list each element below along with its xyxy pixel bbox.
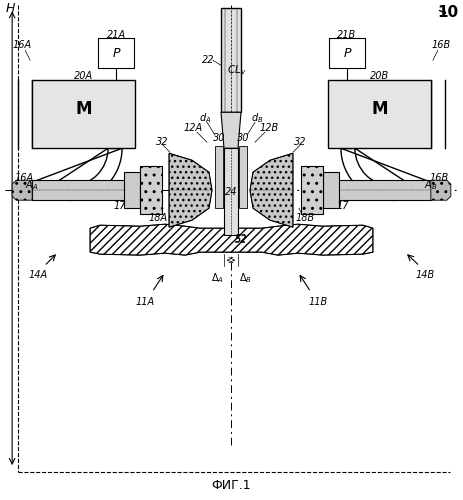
Bar: [32, 180, 140, 200]
Bar: [328, 80, 431, 148]
Text: 16B: 16B: [429, 173, 449, 183]
Text: 11A: 11A: [136, 297, 155, 307]
Bar: [301, 166, 323, 214]
Text: M: M: [371, 100, 388, 118]
Bar: [32, 80, 135, 148]
Text: 12A: 12A: [183, 124, 203, 134]
Text: $d_B$: $d_B$: [251, 112, 263, 125]
Bar: [221, 8, 241, 113]
Bar: [140, 166, 162, 214]
Polygon shape: [250, 153, 293, 227]
Bar: [224, 148, 238, 235]
Polygon shape: [12, 180, 32, 200]
Text: P: P: [113, 47, 120, 60]
Polygon shape: [169, 153, 212, 227]
Polygon shape: [90, 224, 373, 255]
Text: $A_B$: $A_B$: [424, 178, 438, 192]
Text: 30: 30: [237, 133, 249, 143]
Text: 11B: 11B: [308, 297, 327, 307]
Text: $A_A$: $A_A$: [25, 178, 39, 192]
Text: H: H: [6, 2, 15, 15]
Text: 32: 32: [156, 137, 168, 147]
Bar: [329, 38, 365, 68]
Polygon shape: [221, 112, 241, 148]
Text: $CL_v$: $CL_v$: [227, 64, 247, 77]
Text: 18B: 18B: [295, 213, 314, 223]
Bar: [215, 146, 223, 208]
Text: $\Delta_B$: $\Delta_B$: [239, 272, 252, 285]
Text: 12B: 12B: [259, 124, 279, 134]
Text: 16A: 16A: [14, 173, 34, 183]
Text: 16B: 16B: [431, 40, 450, 50]
Text: 16A: 16A: [13, 40, 31, 50]
Text: 32: 32: [294, 137, 306, 147]
Polygon shape: [431, 180, 451, 200]
Text: 14A: 14A: [29, 270, 48, 280]
Text: 17: 17: [337, 201, 349, 211]
Bar: [239, 146, 247, 208]
Text: P: P: [343, 47, 350, 60]
Bar: [124, 172, 140, 208]
Bar: [301, 166, 323, 214]
Text: 17: 17: [114, 201, 126, 211]
Bar: [323, 180, 431, 200]
Text: 14B: 14B: [415, 270, 434, 280]
Text: 52: 52: [235, 234, 247, 244]
Text: 21A: 21A: [106, 30, 125, 40]
Text: 30: 30: [213, 133, 225, 143]
Text: M: M: [75, 100, 92, 118]
Bar: [140, 166, 162, 214]
Text: 18A: 18A: [149, 213, 168, 223]
Bar: [323, 172, 339, 208]
Text: 22: 22: [202, 56, 214, 66]
Text: 10: 10: [437, 5, 458, 20]
Text: 21B: 21B: [338, 30, 357, 40]
Bar: [98, 38, 134, 68]
Text: 24: 24: [225, 187, 237, 197]
Text: 20A: 20A: [74, 72, 93, 82]
Text: 20B: 20B: [370, 72, 389, 82]
Text: $\Delta_A$: $\Delta_A$: [211, 272, 224, 285]
Text: $d_A$: $d_A$: [199, 112, 211, 125]
Text: ФИГ.1: ФИГ.1: [211, 478, 251, 492]
Text: 52: 52: [235, 235, 247, 245]
